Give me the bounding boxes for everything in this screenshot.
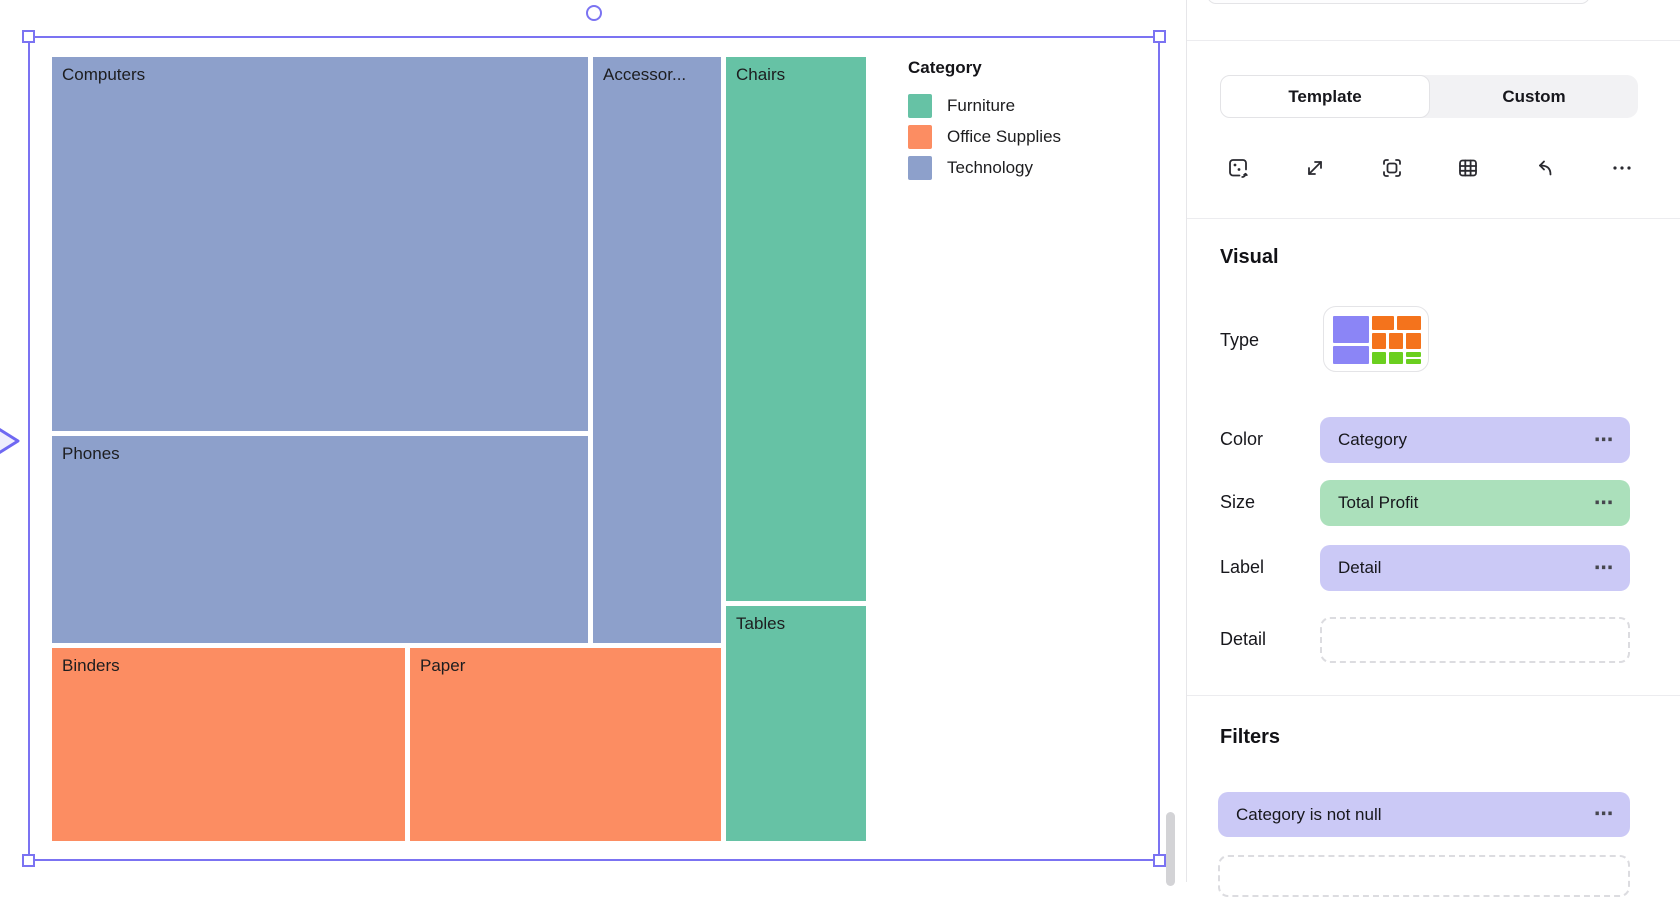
resize-handle-nw[interactable] <box>22 30 35 43</box>
rotation-handle[interactable] <box>586 5 602 21</box>
settings-panel: Template Custom <box>1187 0 1680 897</box>
treemap-type-icon <box>1333 316 1369 343</box>
divider-top <box>1187 40 1680 41</box>
resize-diagonal-icon <box>1307 161 1322 175</box>
resize-handle-ne[interactable] <box>1153 30 1166 43</box>
legend-item-office-supplies: Office Supplies <box>908 125 1061 149</box>
table-grid-icon <box>1459 159 1478 177</box>
filter-pill[interactable]: Category is not null ⋯ <box>1218 792 1630 837</box>
legend-item-furniture: Furniture <box>908 94 1061 118</box>
color-field-pill[interactable]: Category ⋯ <box>1320 417 1630 463</box>
randomize-template-button[interactable] <box>1220 150 1256 186</box>
canvas[interactable]: Computers Phones Accessor... Chairs Tabl… <box>0 0 1186 886</box>
more-icon[interactable]: ⋯ <box>1594 429 1614 451</box>
technology-swatch-icon <box>908 156 932 180</box>
furniture-swatch-icon <box>908 94 932 118</box>
more-icon[interactable]: ⋯ <box>1594 557 1614 579</box>
treemap-block-binders[interactable]: Binders <box>52 648 405 841</box>
fit-frame-icon <box>1382 159 1401 177</box>
visual-heading: Visual <box>1220 246 1279 268</box>
arrow-annotation[interactable] <box>0 423 22 461</box>
panel-divider <box>1186 0 1187 882</box>
table-view-button[interactable] <box>1450 150 1486 186</box>
treemap-label: Accessor... <box>603 65 687 84</box>
resize-button[interactable] <box>1297 150 1333 186</box>
legend-item-technology: Technology <box>908 156 1061 180</box>
office-supplies-swatch-icon <box>908 125 932 149</box>
size-label: Size <box>1220 492 1256 512</box>
divider-filters <box>1187 695 1680 696</box>
label-field-pill[interactable]: Detail ⋯ <box>1320 545 1630 591</box>
tab-template[interactable]: Template <box>1220 75 1430 118</box>
detail-label: Detail <box>1220 629 1267 649</box>
canvas-scrollbar-thumb[interactable] <box>1166 812 1175 886</box>
detail-field-dropzone[interactable] <box>1320 617 1630 663</box>
legend-title: Category <box>908 58 982 77</box>
chart-type-selector[interactable] <box>1323 306 1429 372</box>
color-label: Color <box>1220 429 1264 449</box>
undo-button[interactable] <box>1527 150 1563 186</box>
more-icon[interactable]: ⋯ <box>1594 804 1614 825</box>
filters-heading: Filters <box>1220 726 1281 748</box>
resize-handle-se[interactable] <box>1153 854 1166 867</box>
toolbar <box>1220 150 1640 186</box>
divider-visual <box>1187 218 1680 219</box>
treemap-label: Binders <box>62 656 120 675</box>
label-label: Label <box>1220 557 1265 577</box>
add-filter-dropzone[interactable] <box>1218 855 1630 897</box>
treemap-block-phones[interactable]: Phones <box>52 436 588 643</box>
treemap-label: Chairs <box>736 65 786 84</box>
treemap-block-computers[interactable]: Computers <box>52 57 588 431</box>
tab-custom[interactable]: Custom <box>1502 86 1566 106</box>
resize-handle-sw[interactable] <box>22 854 35 867</box>
undo-icon <box>1539 160 1552 176</box>
ellipsis-icon <box>1613 166 1631 170</box>
treemap-block-chairs[interactable]: Chairs <box>726 57 866 601</box>
treemap-block-paper[interactable]: Paper <box>410 648 721 841</box>
tab-group: Template Custom <box>1220 75 1638 118</box>
fit-frame-button[interactable] <box>1374 150 1410 186</box>
treemap-label: Paper <box>420 656 466 675</box>
treemap-block-tables[interactable]: Tables <box>726 606 866 841</box>
more-options-button[interactable] <box>1604 150 1640 186</box>
treemap-label: Tables <box>736 614 786 633</box>
more-icon[interactable]: ⋯ <box>1594 492 1614 514</box>
treemap-label: Computers <box>62 65 146 84</box>
treemap-block-accessories[interactable]: Accessor... <box>593 57 721 643</box>
treemap-label: Phones <box>62 444 120 463</box>
legend: Category Furniture Office Supplies Techn… <box>908 58 1061 187</box>
type-label: Type <box>1220 330 1260 350</box>
size-field-pill[interactable]: Total Profit ⋯ <box>1320 480 1630 526</box>
clipped-field-above[interactable] <box>1207 0 1590 4</box>
dice-refresh-icon <box>1229 159 1248 178</box>
arrow-head-icon <box>0 427 20 455</box>
